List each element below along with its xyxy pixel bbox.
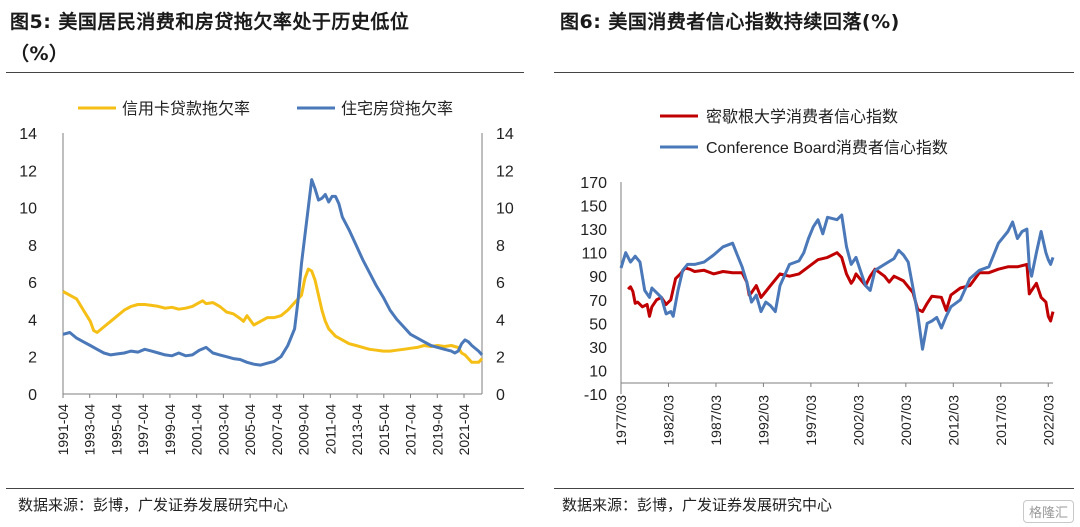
y-tick-label-right: 4 <box>496 312 505 329</box>
x-tick-label: 2009-04 <box>296 404 312 456</box>
y-tick-label: 50 <box>589 316 607 333</box>
bottom-divider <box>6 488 524 489</box>
chart-title-line1: 图5: 美国居民消费和房贷拖欠率处于历史低位 <box>10 11 410 33</box>
y-tick-label: 150 <box>580 199 607 216</box>
y-tick-label: -10 <box>584 387 607 404</box>
y-tick-label: 170 <box>580 175 607 192</box>
chart-title: 图5: 美国居民消费和房贷拖欠率处于历史低位 （%） <box>10 6 520 70</box>
x-tick-label: 2017/03 <box>993 395 1009 446</box>
y-tick-label-right: 14 <box>496 126 514 143</box>
y-tick-label-right: 6 <box>496 275 505 292</box>
y-tick-label: 130 <box>580 222 607 239</box>
y-tick-label-right: 8 <box>496 238 505 255</box>
chart-title: 图6: 美国消费者信心指数持续回落(%) <box>560 11 900 33</box>
y-tick-label-right: 12 <box>496 163 514 180</box>
top-divider <box>554 72 1074 73</box>
x-tick-label: 1997/03 <box>803 395 819 446</box>
x-tick-label: 2013-04 <box>349 404 365 456</box>
series-line-0 <box>627 251 1055 323</box>
delinquency-line-chart: 0 0 2 2 4 4 6 6 8 8 10 10 12 12 14 14 1991-04 1993-04 1995… <box>19 100 514 456</box>
y-tick-label-left: 14 <box>19 126 37 143</box>
legend-label: 密歇根大学消费者信心指数 <box>706 108 898 126</box>
series-line-1 <box>619 213 1055 351</box>
x-tick-label: 2007-04 <box>269 404 285 456</box>
x-tick-label: 2022/03 <box>1040 395 1056 446</box>
y-tick-label: 10 <box>589 363 607 380</box>
y-tick-label: 70 <box>589 293 607 310</box>
x-tick-label: 1992/03 <box>755 395 771 446</box>
chart-panel-confidence: 图6: 美国消费者信心指数持续回落(%) -10 10 30 50 70 90 110 130… <box>548 0 1080 527</box>
x-tick-label: 2002/03 <box>850 395 866 446</box>
x-tick-label: 1993-04 <box>82 404 98 456</box>
y-tick-label-right: 0 <box>496 387 505 404</box>
y-tick-label: 90 <box>589 269 607 286</box>
x-tick-label: 2001-04 <box>189 404 205 456</box>
x-tick-label: 2012/03 <box>945 395 961 446</box>
chart-panel-delinquency: 图5: 美国居民消费和房贷拖欠率处于历史低位 （%） 0 0 2 2 4 4 6 6 8 8 10 1… <box>0 0 530 527</box>
x-tick-label: 2005-04 <box>242 404 258 456</box>
confidence-line-chart: -10 10 30 50 70 90 110 130 150 170 1977/03 1982/03 1… <box>580 108 1056 446</box>
watermark-logo: 格隆汇 <box>1022 500 1074 523</box>
x-tick-label: 1995-04 <box>108 404 124 456</box>
y-tick-label-left: 10 <box>19 201 37 218</box>
x-tick-label: 1991-04 <box>55 404 71 456</box>
source-note: 数据来源：彭博，广发证券发展研究中心 <box>18 496 289 514</box>
x-tick-label: 1997-04 <box>135 404 151 456</box>
top-divider <box>6 72 524 73</box>
y-tick-label-left: 12 <box>19 163 37 180</box>
x-tick-label: 1999-04 <box>162 404 178 456</box>
y-tick-label: 30 <box>589 340 607 357</box>
x-tick-label: 2011-04 <box>322 404 338 455</box>
source-note: 数据来源：彭博，广发证券发展研究中心 <box>562 496 833 514</box>
y-tick-label-right: 2 <box>496 350 505 367</box>
x-tick-label: 2007/03 <box>898 395 914 446</box>
x-tick-label: 2017-04 <box>403 404 419 456</box>
y-tick-label-left: 0 <box>28 387 37 404</box>
y-tick-label-left: 2 <box>28 350 37 367</box>
chart-title-line2: （%） <box>10 43 69 65</box>
legend-label: 信用卡贷款拖欠率 <box>122 100 250 118</box>
y-tick-label-left: 4 <box>28 312 37 329</box>
series-line-0 <box>62 267 484 364</box>
legend-label: 住宅房贷拖欠率 <box>341 100 453 118</box>
series-line-1 <box>62 178 484 367</box>
x-tick-label: 2021-04 <box>456 404 472 456</box>
x-tick-label: 1987/03 <box>708 395 724 446</box>
y-tick-label-left: 6 <box>28 275 37 292</box>
x-tick-label: 2003-04 <box>215 404 231 456</box>
bottom-divider <box>554 488 1074 489</box>
legend-label: Conference Board消费者信心指数 <box>706 139 948 157</box>
y-tick-label-left: 8 <box>28 238 37 255</box>
x-tick-label: 2019-04 <box>429 404 445 456</box>
y-tick-label: 110 <box>581 246 607 263</box>
y-tick-label-right: 10 <box>496 201 514 218</box>
x-tick-label: 1977/03 <box>613 395 629 446</box>
x-tick-label: 2015-04 <box>376 404 392 456</box>
x-tick-label: 1982/03 <box>660 395 676 446</box>
